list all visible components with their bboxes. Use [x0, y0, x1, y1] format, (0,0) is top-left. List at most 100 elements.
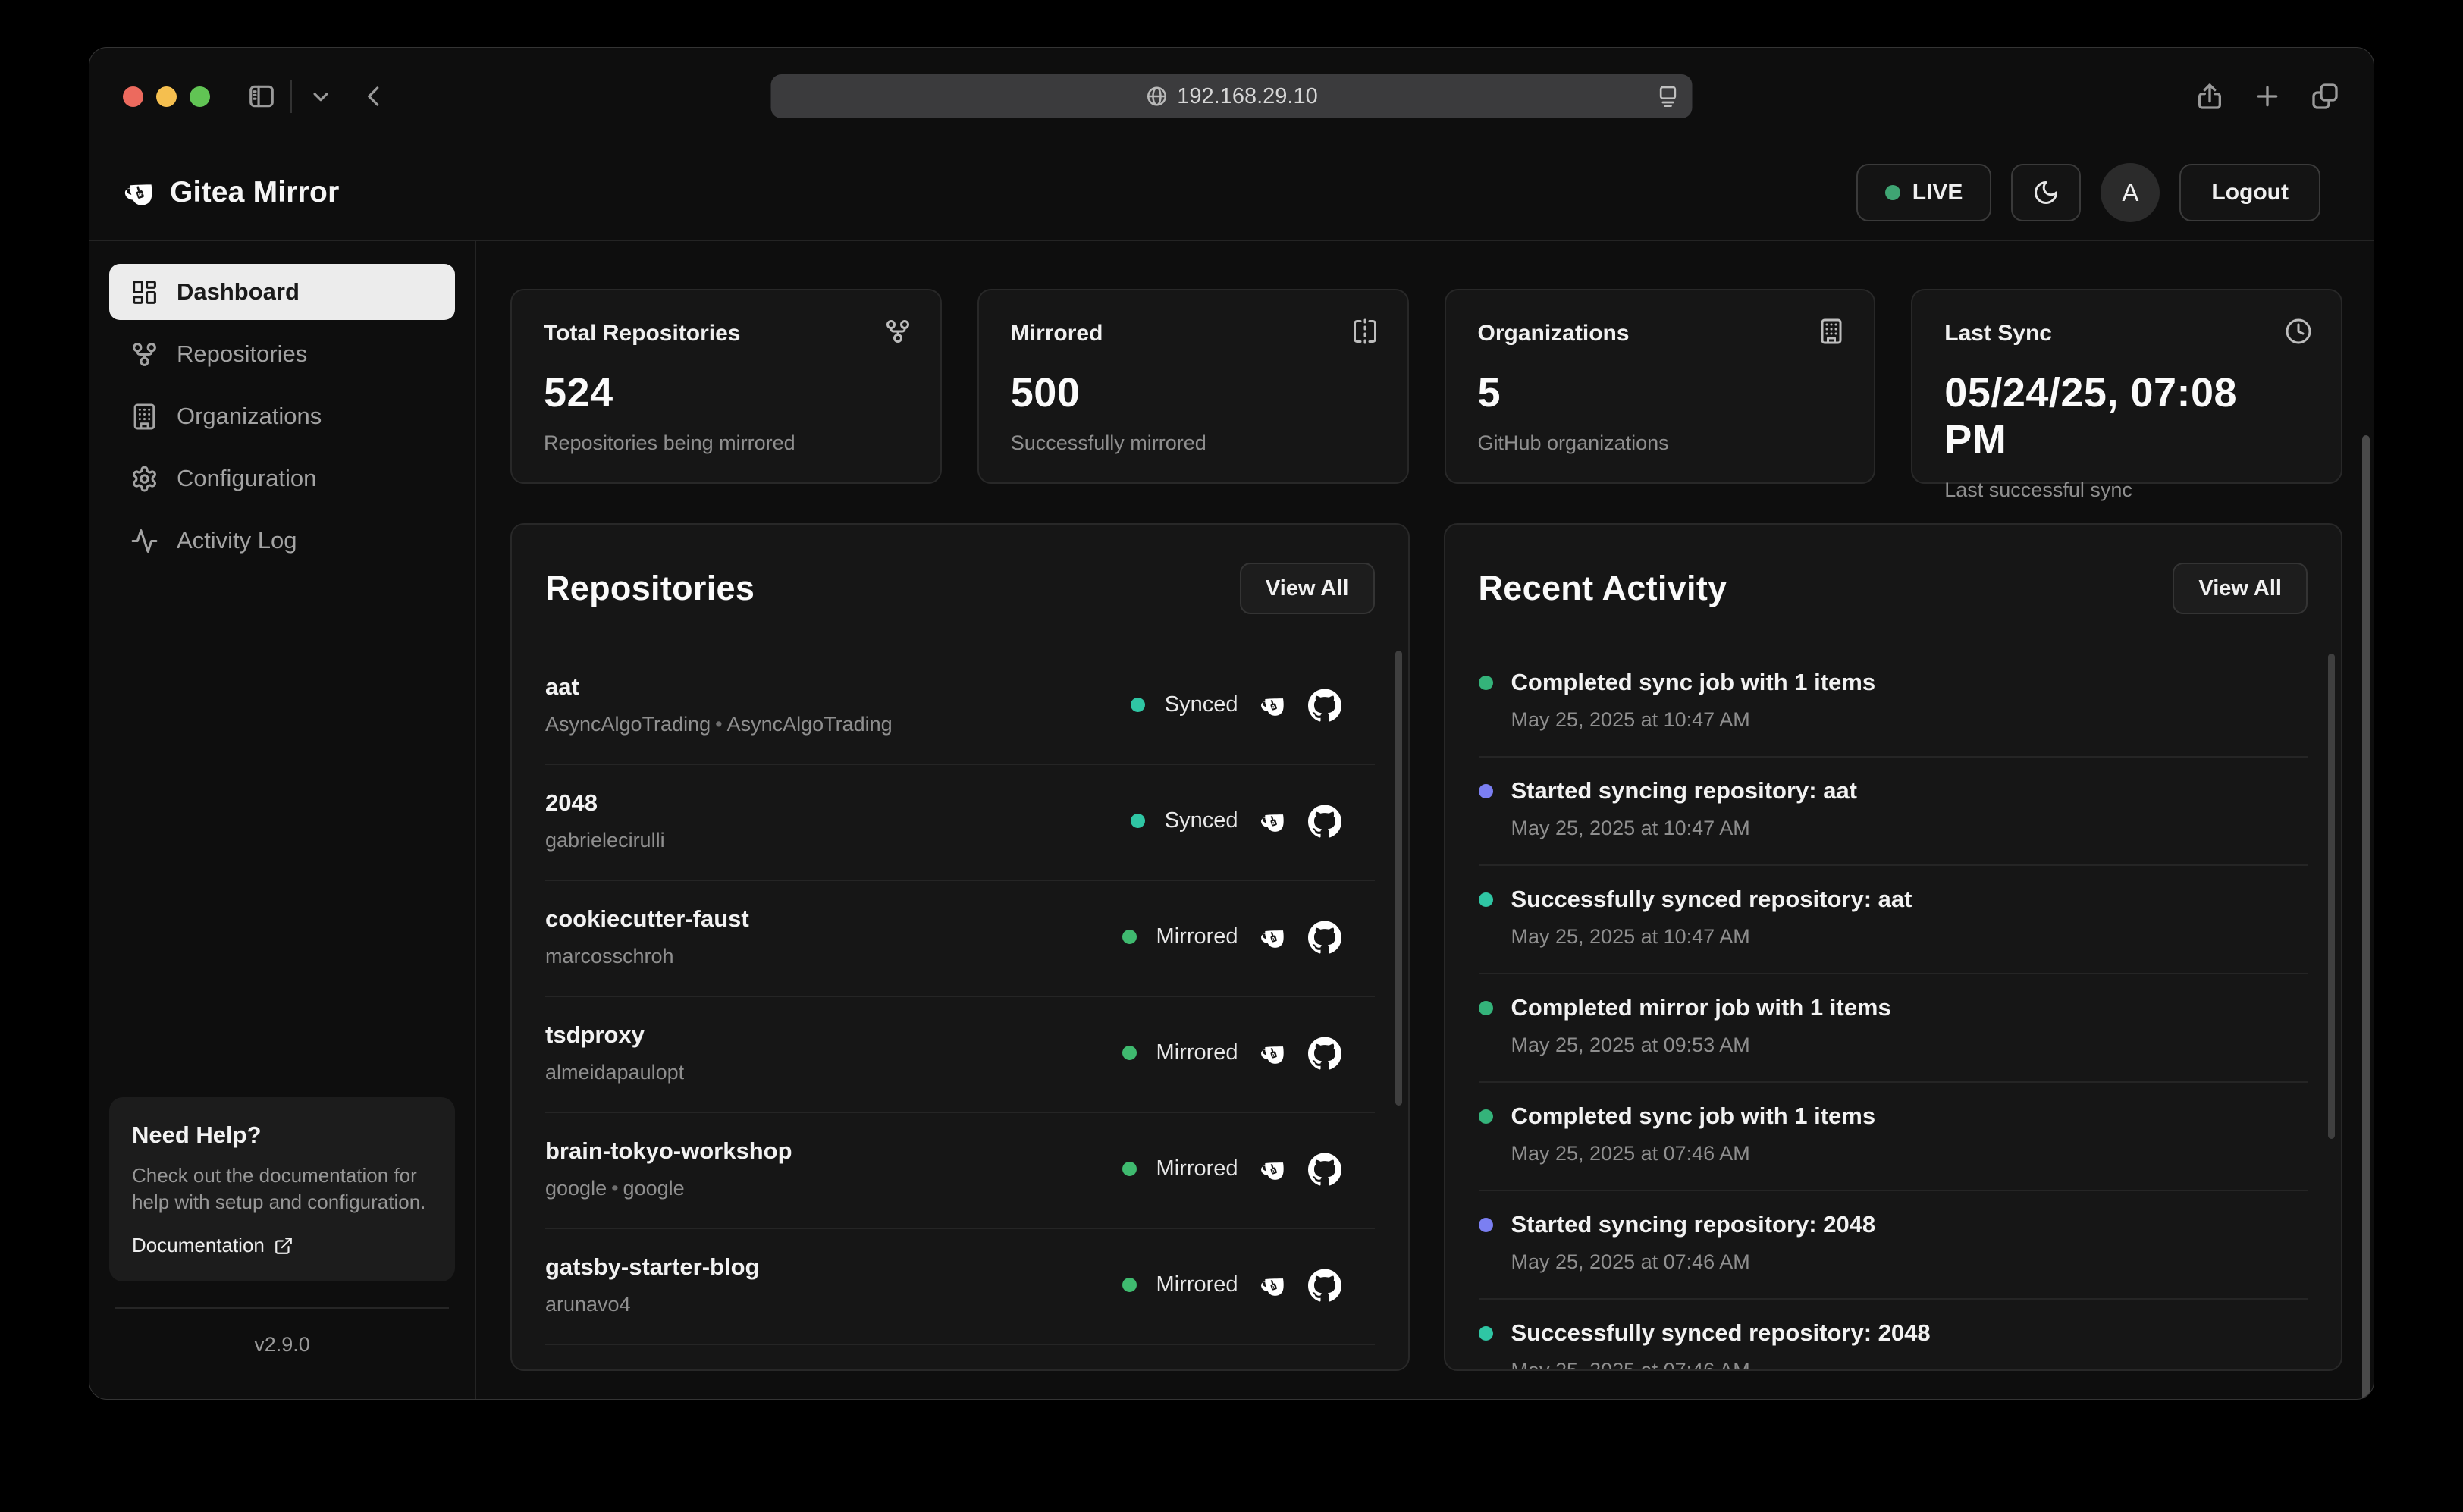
activity-text: Completed sync job with 1 items — [1511, 1103, 1876, 1129]
activity-timestamp: May 25, 2025 at 10:47 AM — [1511, 817, 1750, 839]
sidebar-item-label: Dashboard — [177, 278, 300, 305]
activity-status-dot — [1478, 1325, 1493, 1341]
stat-card: Total Repositories 524 Repositories bein… — [510, 289, 942, 484]
repo-row[interactable]: tsdproxy almeidapaulopt Mirrored — [545, 997, 1375, 1113]
new-tab-icon[interactable] — [2252, 81, 2283, 111]
sidebar-item-label: Organizations — [177, 403, 322, 429]
browser-toolbar: 192.168.29.10 — [89, 48, 2374, 145]
reader-mode-icon[interactable] — [1656, 84, 1680, 108]
main-content: Total Repositories 524 Repositories bein… — [476, 241, 2374, 1399]
mirror-icon — [1351, 318, 1379, 345]
back-button[interactable] — [353, 75, 395, 118]
activity-text: Successfully synced repository: aat — [1511, 886, 1912, 912]
repo-owner: gabrielecirulli — [545, 829, 665, 852]
github-icon[interactable] — [1307, 805, 1341, 838]
page-scrollbar[interactable] — [2362, 435, 2370, 1399]
repo-row[interactable]: brain-tokyo-workshop google • google Mirro… — [545, 1113, 1375, 1229]
activity-scrollbar[interactable] — [2328, 654, 2335, 1139]
github-icon[interactable] — [1308, 1369, 1341, 1371]
stat-title: Total Repositories — [544, 321, 741, 346]
view-all-label: View All — [2198, 576, 2282, 601]
live-status-badge[interactable]: LIVE — [1856, 163, 1992, 221]
repo-status-label: Mirrored — [1156, 1156, 1238, 1181]
sidebar-item-organizations[interactable]: Organizations — [109, 388, 455, 444]
help-card: Need Help? Check out the documentation f… — [109, 1096, 455, 1281]
brand: Gitea Mirror — [121, 174, 339, 211]
share-icon[interactable] — [2195, 81, 2225, 111]
gitea-icon[interactable] — [1258, 922, 1288, 952]
repo-row[interactable]: gatsby-starter-blog arunavo4 Mirrored — [545, 1229, 1375, 1345]
repo-name: brain-tokyo-workshop — [545, 1137, 792, 1164]
logout-button[interactable]: Logout — [2179, 163, 2320, 221]
gitea-icon[interactable] — [1258, 806, 1288, 836]
repo-row[interactable]: cookiecutter-faust marcosschroh Mirrored — [545, 881, 1375, 997]
stat-card: Last Sync 05/24/25, 07:08 PM Last succes… — [1911, 289, 2342, 501]
sidebar-item-activity-log[interactable]: Activity Log — [109, 513, 455, 569]
github-icon[interactable] — [1307, 1153, 1341, 1186]
gitea-icon[interactable] — [1258, 1154, 1288, 1184]
minimize-button[interactable] — [156, 86, 177, 107]
stats-row: Total Repositories 524 Repositories bein… — [510, 289, 2342, 501]
close-button[interactable] — [123, 86, 143, 107]
repo-name: 2048 — [545, 789, 598, 816]
chevron-down-icon[interactable] — [300, 75, 342, 118]
address-bar[interactable]: 192.168.29.10 — [770, 74, 1693, 118]
activity-view-all-button[interactable]: View All — [2173, 563, 2308, 614]
repo-name: gatsby-starter-blog — [545, 1253, 760, 1280]
sidebar-item-repositories[interactable]: Repositories — [109, 326, 455, 382]
repo-row[interactable]: cronos Mirrored — [545, 1345, 1375, 1371]
gitea-icon[interactable] — [1258, 1038, 1288, 1068]
activity-status-dot — [1478, 1217, 1493, 1232]
activity-text: Started syncing repository: aat — [1511, 777, 1858, 804]
repo-row[interactable]: aat AsyncAlgoTrading • AsyncAlgoTrading Sy… — [545, 649, 1375, 765]
repo-status-dot — [1122, 1162, 1137, 1176]
theme-toggle-button[interactable] — [2011, 163, 2082, 221]
repo-status-label: Mirrored — [1156, 1272, 1238, 1297]
browser-window: 192.168.29.10 Gitea Mirror LIVE A — [89, 47, 2374, 1400]
github-icon[interactable] — [1307, 921, 1341, 954]
zoom-button[interactable] — [190, 86, 210, 107]
activity-item: Completed sync job with 1 items May 25, … — [1478, 1083, 2308, 1191]
stat-card: Mirrored 500 Successfully mirrored — [977, 289, 1409, 484]
repo-row[interactable]: 2048 gabrielecirulli Synced — [545, 765, 1375, 881]
sidebar-item-label: Activity Log — [177, 527, 297, 554]
stat-value: 500 — [1010, 370, 1081, 416]
stat-caption: Successfully mirrored — [1010, 431, 1206, 454]
activity-text: Completed mirror job with 1 items — [1511, 994, 1891, 1021]
recent-activity-panel: Recent Activity View All Completed sync … — [1443, 523, 2342, 1371]
repo-owner: AsyncAlgoTrading • AsyncAlgoTrading — [545, 713, 893, 736]
sidebar-item-dashboard[interactable]: Dashboard — [109, 264, 455, 320]
app-title: Gitea Mirror — [170, 175, 340, 209]
activity-text: Successfully synced repository: 2048 — [1511, 1319, 1931, 1346]
gitea-icon[interactable] — [1258, 690, 1288, 720]
stat-value: 524 — [544, 370, 613, 416]
building-icon — [130, 403, 158, 431]
sidebar-toggle-icon[interactable] — [240, 75, 283, 118]
repo-owner: google • google — [545, 1177, 685, 1200]
github-icon[interactable] — [1307, 689, 1341, 722]
globe-icon — [1145, 85, 1168, 108]
avatar[interactable]: A — [2101, 162, 2160, 222]
avatar-letter: A — [2122, 177, 2139, 206]
gitea-logo-icon — [121, 174, 158, 211]
sidebar-nav: Dashboard Repositories Organizations Con… — [109, 264, 455, 575]
activity-item: Successfully synced repository: 2048 May… — [1478, 1300, 2308, 1369]
activity-timestamp: May 25, 2025 at 07:46 AM — [1511, 1142, 1750, 1165]
live-label: LIVE — [1912, 179, 1963, 205]
sidebar-item-configuration[interactable]: Configuration — [109, 450, 455, 507]
live-dot — [1884, 184, 1900, 200]
github-icon[interactable] — [1307, 1037, 1341, 1070]
activity-item: Completed mirror job with 1 items May 25… — [1478, 974, 2308, 1083]
repositories-view-all-button[interactable]: View All — [1239, 563, 1375, 614]
stat-title: Organizations — [1477, 321, 1630, 346]
gitea-icon[interactable] — [1258, 1270, 1288, 1300]
documentation-link[interactable]: Documentation — [132, 1234, 432, 1257]
activity-status-dot — [1478, 675, 1493, 690]
tab-overview-icon[interactable] — [2310, 81, 2340, 111]
repo-status-label: Synced — [1164, 692, 1238, 717]
activity-timestamp: May 25, 2025 at 09:53 AM — [1511, 1034, 1750, 1056]
github-icon[interactable] — [1307, 1269, 1341, 1302]
stat-value: 5 — [1477, 370, 1501, 416]
repo-status-dot — [1122, 1278, 1137, 1292]
repositories-scrollbar[interactable] — [1395, 651, 1402, 1106]
